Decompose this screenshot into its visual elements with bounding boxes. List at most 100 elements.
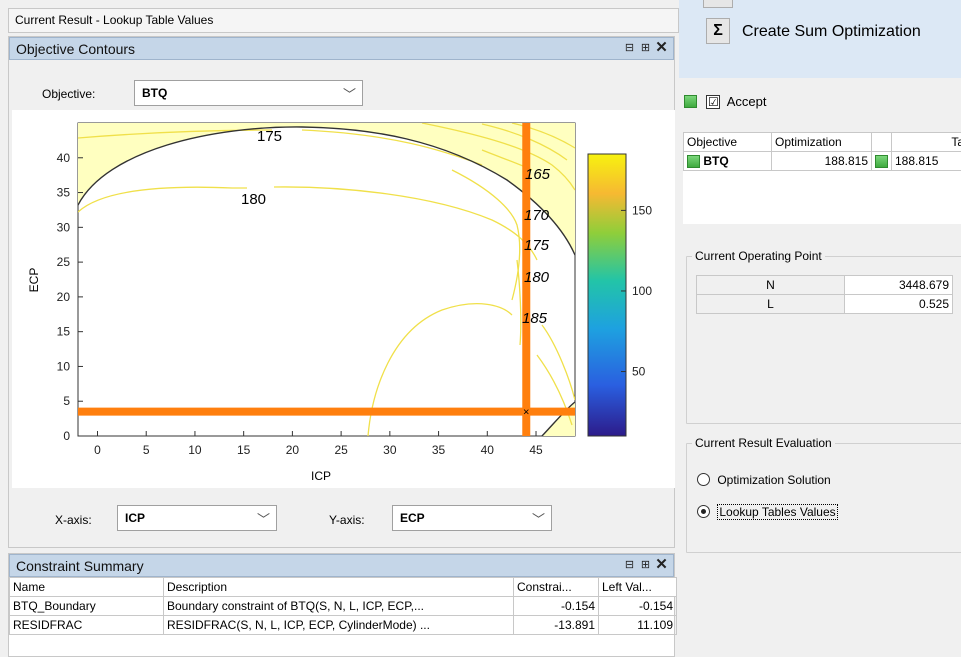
- contour-line: [511, 123, 575, 149]
- undock-icon[interactable]: ⊟: [624, 42, 635, 54]
- contour-plot[interactable]: 175 180 165 170 175 180 185 × 0 5 10 15 20 25…: [12, 110, 675, 488]
- contour-line: [78, 186, 247, 213]
- objective-dropdown-value: BTQ: [142, 86, 168, 100]
- colorbar-tick-label: 150: [632, 203, 652, 217]
- result-evaluation-title: Current Result Evaluation: [692, 436, 835, 450]
- table-cell: N: [696, 275, 845, 295]
- column-header[interactable]: Table: [891, 132, 961, 152]
- result-evaluation-group: Current Result Evaluation Optimization S…: [686, 436, 961, 553]
- x-tick-label: 35: [432, 443, 446, 457]
- colorbar: [587, 153, 627, 437]
- radio-button[interactable]: [697, 505, 710, 519]
- operating-point-title: Current Operating Point: [692, 249, 825, 263]
- sum-icon[interactable]: Σ: [706, 18, 730, 44]
- x-tick-label: 0: [94, 443, 101, 457]
- accept-label: Accept: [726, 94, 767, 110]
- chevron-down-icon: ﹀: [342, 87, 356, 102]
- table-cell: L: [696, 294, 845, 314]
- table-row[interactable]: BTQ_Boundary Boundary constraint of BTQ(…: [9, 596, 677, 616]
- y-axis-dropdown[interactable]: ECP ﹀: [392, 505, 552, 531]
- x-tick-label: 10: [188, 443, 202, 457]
- close-icon[interactable]: ✕: [655, 39, 668, 56]
- close-icon[interactable]: ✕: [655, 556, 668, 573]
- table-cell: RESIDFRAC(S, N, L, ICP, ECP, CylinderMod…: [163, 615, 514, 635]
- table-cell: 188.815: [891, 150, 961, 172]
- contour-line: [421, 123, 575, 191]
- boundary-curve: [78, 126, 575, 256]
- chevron-down-icon: ﹀: [256, 512, 270, 527]
- column-header[interactable]: Name: [9, 577, 164, 597]
- colorbar-tick-label: 100: [632, 284, 652, 298]
- table-cell: -0.154: [513, 596, 599, 616]
- constraint-table: Name Description Constrai... Left Val...…: [9, 577, 677, 635]
- operating-point-marker: ×: [523, 407, 529, 419]
- objective-name: BTQ: [703, 154, 729, 168]
- table-cell: 11.109: [598, 615, 677, 635]
- y-tick-label: 0: [63, 429, 70, 443]
- x-axis-dropdown[interactable]: ICP ﹀: [117, 505, 277, 531]
- accept-checkbox[interactable]: ☑: [706, 94, 721, 109]
- maximize-icon[interactable]: ⊞: [640, 42, 651, 54]
- table-row[interactable]: RESIDFRAC RESIDFRAC(S, N, L, ICP, ECP, C…: [9, 615, 677, 635]
- contour-label: 175: [257, 128, 282, 145]
- optimization-solution-radio[interactable]: Optimization Solution: [697, 472, 831, 487]
- status-indicator-icon: [687, 155, 700, 169]
- contour-line: [536, 354, 573, 426]
- y-tick-label: 30: [57, 220, 71, 234]
- y-tick-label: 15: [57, 325, 71, 339]
- y-axis-label: Y-axis:: [329, 513, 365, 527]
- toolbar-strip: Σ Create Sum Optimization: [679, 0, 961, 78]
- table-cell: -0.154: [598, 596, 677, 616]
- status-indicator-icon: [684, 95, 697, 109]
- y-tick-label: 35: [57, 186, 71, 200]
- radio-label: Lookup Tables Values: [717, 503, 838, 520]
- create-sum-optimization-button[interactable]: Create Sum Optimization: [742, 23, 921, 40]
- constraint-panel-titlebar: Constraint Summary ⊟ ⊞ ✕: [9, 554, 674, 577]
- column-header[interactable]: Optimization: [771, 132, 872, 152]
- x-axis-dropdown-value: ICP: [125, 511, 146, 525]
- x-tick-label: 30: [383, 443, 397, 457]
- contour-label: 175: [524, 237, 550, 254]
- x-axis-title: ICP: [311, 469, 331, 483]
- x-tick-label: 15: [237, 443, 251, 457]
- contour-line: [516, 259, 522, 346]
- contour-label: 185: [522, 310, 548, 327]
- table-header-row: Name Description Constrai... Left Val...: [9, 577, 677, 597]
- toolbar-button-partial[interactable]: [703, 0, 733, 8]
- undock-icon[interactable]: ⊟: [624, 559, 635, 571]
- operating-point-group: Current Operating Point N 3448.679 L 0.5…: [686, 249, 961, 424]
- table-cell[interactable]: 3448.679: [844, 275, 953, 295]
- status-indicator-icon: [875, 155, 888, 169]
- y-axis-dropdown-value: ECP: [400, 511, 425, 525]
- contour-line: [541, 324, 575, 401]
- table-cell: RESIDFRAC: [9, 615, 164, 635]
- y-tick-label: 40: [57, 151, 71, 165]
- column-header[interactable]: Description: [163, 577, 514, 597]
- objective-dropdown[interactable]: BTQ ﹀: [134, 80, 363, 106]
- table-cell: BTQ_Boundary: [9, 596, 164, 616]
- objective-label: Objective:: [42, 87, 96, 101]
- x-tick-label: 40: [481, 443, 495, 457]
- table-row[interactable]: BTQ 188.815 188.815: [683, 150, 961, 172]
- table-cell[interactable]: 0.525: [844, 294, 953, 314]
- column-header[interactable]: Objective: [683, 132, 772, 152]
- lookup-tables-radio[interactable]: Lookup Tables Values: [697, 503, 838, 520]
- contour-plot-area: 175 180 165 170 175 180 185 × 0 5 10 15 20 25…: [12, 110, 675, 488]
- contour-label: 170: [524, 207, 550, 224]
- column-header[interactable]: [871, 132, 892, 152]
- contour-label: 180: [241, 191, 266, 208]
- current-result-header: Current Result - Lookup Table Values: [8, 8, 679, 33]
- y-tick-label: 20: [57, 290, 71, 304]
- constraint-panel-title: Constraint Summary: [16, 558, 144, 574]
- table-row: L 0.525: [696, 294, 953, 314]
- maximize-icon[interactable]: ⊞: [640, 559, 651, 571]
- chevron-down-icon: ﹀: [531, 512, 545, 527]
- y-tick-label: 10: [57, 359, 71, 373]
- column-header[interactable]: Left Val...: [598, 577, 677, 597]
- radio-button[interactable]: [697, 473, 710, 487]
- objective-panel-titlebar: Objective Contours ⊟ ⊞ ✕: [9, 37, 674, 60]
- table-cell: [871, 150, 892, 172]
- accept-row: ☑ Accept: [684, 94, 766, 109]
- column-header[interactable]: Constrai...: [513, 577, 599, 597]
- y-axis-title: ECP: [27, 268, 41, 293]
